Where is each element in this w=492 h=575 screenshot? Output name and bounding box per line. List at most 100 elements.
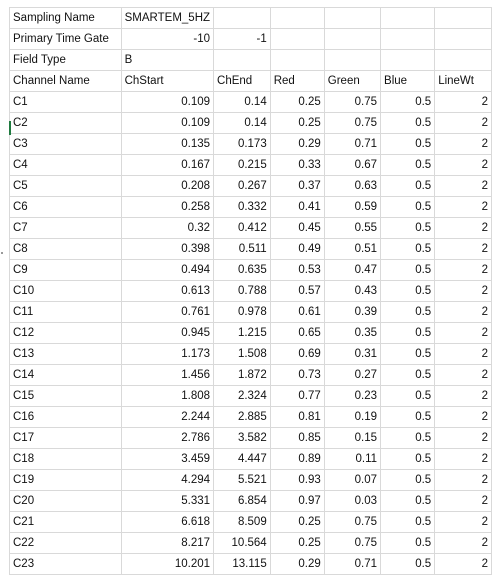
cell[interactable]: 0.761: [121, 301, 215, 323]
cell[interactable]: 0.97: [270, 490, 325, 512]
channel-name-cell[interactable]: C6: [9, 196, 122, 218]
cell[interactable]: 0.25: [270, 532, 325, 554]
channel-name-cell[interactable]: C14: [9, 364, 122, 386]
cell[interactable]: 0.73: [270, 364, 325, 386]
column-header-cell[interactable]: LineWt: [434, 70, 492, 92]
cell[interactable]: 0.14: [213, 91, 271, 113]
cell[interactable]: 0.788: [213, 280, 271, 302]
cell[interactable]: 0.5: [380, 469, 436, 491]
cell[interactable]: 0.25: [270, 91, 325, 113]
cell[interactable]: 0.71: [324, 553, 382, 575]
cell[interactable]: 0.41: [270, 196, 325, 218]
channel-name-cell[interactable]: C23: [9, 553, 122, 575]
cell[interactable]: 0.398: [121, 238, 215, 260]
cell[interactable]: 0.5: [380, 217, 436, 239]
cell[interactable]: 0.25: [270, 112, 325, 134]
cell[interactable]: 0.59: [324, 196, 382, 218]
cell[interactable]: 1.456: [121, 364, 215, 386]
cell[interactable]: 0.53: [270, 259, 325, 281]
cell[interactable]: 0.37: [270, 175, 325, 197]
channel-name-cell[interactable]: C13: [9, 343, 122, 365]
cell[interactable]: 2: [434, 343, 492, 365]
cell[interactable]: 13.115: [213, 553, 271, 575]
channel-name-cell[interactable]: C3: [9, 133, 122, 155]
cell[interactable]: 0.135: [121, 133, 215, 155]
cell[interactable]: 0.5: [380, 553, 436, 575]
channel-name-cell[interactable]: C2: [9, 112, 122, 134]
cell[interactable]: 1.215: [213, 322, 271, 344]
cell[interactable]: 0.109: [121, 112, 215, 134]
cell[interactable]: Sampling Name: [9, 7, 122, 29]
channel-name-cell[interactable]: C17: [9, 427, 122, 449]
cell[interactable]: [434, 28, 492, 50]
cell[interactable]: 2: [434, 553, 492, 575]
cell[interactable]: 2: [434, 133, 492, 155]
cell[interactable]: 2.786: [121, 427, 215, 449]
cell[interactable]: 0.25: [270, 511, 325, 533]
channel-name-cell[interactable]: C18: [9, 448, 122, 470]
cell[interactable]: 10.564: [213, 532, 271, 554]
cell[interactable]: 2: [434, 511, 492, 533]
cell[interactable]: 0.5: [380, 154, 436, 176]
cell[interactable]: [213, 49, 271, 71]
channel-name-cell[interactable]: C20: [9, 490, 122, 512]
cell[interactable]: 2: [434, 322, 492, 344]
cell[interactable]: 2: [434, 469, 492, 491]
cell[interactable]: [380, 7, 436, 29]
cell[interactable]: 0.494: [121, 259, 215, 281]
cell[interactable]: 2: [434, 448, 492, 470]
column-header-cell[interactable]: ChStart: [121, 70, 215, 92]
cell[interactable]: 0.5: [380, 385, 436, 407]
cell[interactable]: 0.267: [213, 175, 271, 197]
cell[interactable]: 0.75: [324, 532, 382, 554]
cell[interactable]: 0.258: [121, 196, 215, 218]
cell[interactable]: [324, 49, 382, 71]
channel-name-cell[interactable]: C15: [9, 385, 122, 407]
cell[interactable]: 8.509: [213, 511, 271, 533]
cell[interactable]: 0.63: [324, 175, 382, 197]
cell[interactable]: 0.5: [380, 364, 436, 386]
cell[interactable]: 2: [434, 280, 492, 302]
cell[interactable]: 0.412: [213, 217, 271, 239]
cell[interactable]: 0.29: [270, 553, 325, 575]
cell[interactable]: -10: [121, 28, 215, 50]
cell[interactable]: 0.332: [213, 196, 271, 218]
cell[interactable]: [270, 7, 325, 29]
cell[interactable]: 0.19: [324, 406, 382, 428]
cell[interactable]: 0.81: [270, 406, 325, 428]
channel-name-cell[interactable]: C9: [9, 259, 122, 281]
cell[interactable]: 0.613: [121, 280, 215, 302]
channel-name-cell[interactable]: C10: [9, 280, 122, 302]
column-header-cell[interactable]: Channel Name: [9, 70, 122, 92]
cell[interactable]: 5.521: [213, 469, 271, 491]
cell[interactable]: 0.75: [324, 511, 382, 533]
cell[interactable]: 0.03: [324, 490, 382, 512]
cell[interactable]: [380, 28, 436, 50]
cell[interactable]: 0.43: [324, 280, 382, 302]
cell[interactable]: 10.201: [121, 553, 215, 575]
cell[interactable]: 0.511: [213, 238, 271, 260]
cell[interactable]: 2: [434, 406, 492, 428]
cell[interactable]: [380, 49, 436, 71]
cell[interactable]: 0.945: [121, 322, 215, 344]
cell[interactable]: 0.5: [380, 112, 436, 134]
cell[interactable]: 2: [434, 238, 492, 260]
cell[interactable]: [324, 28, 382, 50]
cell[interactable]: 0.109: [121, 91, 215, 113]
cell[interactable]: 2: [434, 364, 492, 386]
cell[interactable]: 0.69: [270, 343, 325, 365]
cell[interactable]: 0.5: [380, 259, 436, 281]
cell[interactable]: 4.447: [213, 448, 271, 470]
cell[interactable]: 0.49: [270, 238, 325, 260]
channel-name-cell[interactable]: C19: [9, 469, 122, 491]
cell[interactable]: 0.5: [380, 511, 436, 533]
cell[interactable]: 2: [434, 112, 492, 134]
cell[interactable]: 0.5: [380, 427, 436, 449]
cell[interactable]: 0.32: [121, 217, 215, 239]
cell[interactable]: [270, 49, 325, 71]
cell[interactable]: 0.978: [213, 301, 271, 323]
cell[interactable]: 5.331: [121, 490, 215, 512]
cell[interactable]: [434, 49, 492, 71]
cell[interactable]: 0.67: [324, 154, 382, 176]
cell[interactable]: 0.57: [270, 280, 325, 302]
